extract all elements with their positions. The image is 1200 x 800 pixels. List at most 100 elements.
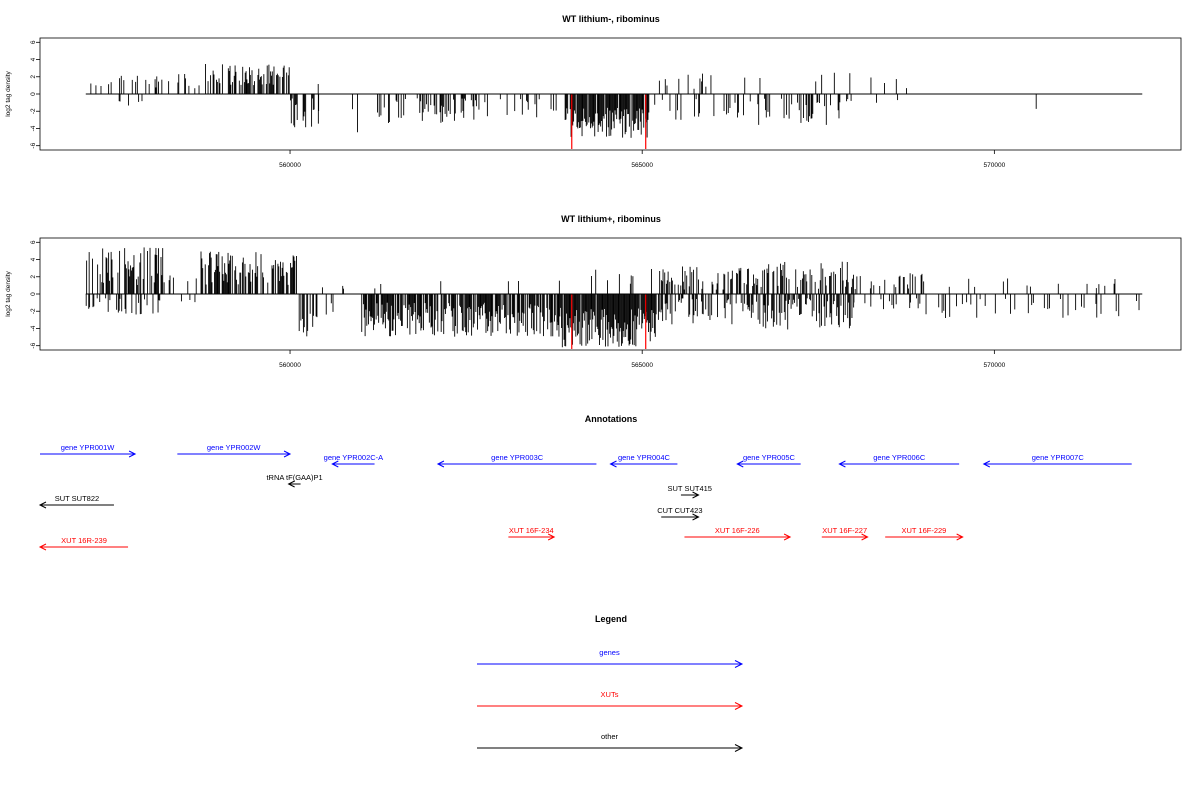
feature-arrowhead [956, 533, 964, 541]
feature-arrowhead [38, 543, 47, 551]
x-tick-label: 560000 [279, 362, 301, 369]
feature-label: gene YPR002C-A [324, 453, 383, 462]
y-tick-label: -6 [30, 342, 37, 348]
feature-other: CUT CUT423 [657, 506, 703, 521]
legend-item: XUTs [477, 690, 744, 710]
feature-arrowhead [861, 533, 869, 541]
legend-title: Legend [595, 614, 627, 624]
x-tick-label: 565000 [631, 362, 653, 369]
feature-arrowhead [128, 450, 137, 458]
legend-items: genes XUTs other [477, 648, 744, 752]
annotations-title: Annotations [585, 414, 638, 424]
legend-label: other [601, 732, 619, 741]
y-tick-label: -4 [30, 325, 37, 331]
y-axis: -6 -4 -2 0 2 4 6 [30, 40, 40, 149]
legend-arrowhead [734, 744, 744, 752]
y-axis-label: log2 tag density [5, 70, 12, 116]
signal-bars [90, 64, 1037, 138]
y-axis: -6 -4 -2 0 2 4 6 [30, 240, 40, 349]
feature-label: XUT 16R-239 [61, 536, 107, 545]
highlight-bars [571, 294, 647, 349]
y-tick-label: -6 [30, 142, 37, 148]
feature-gene: gene YPR004C [609, 453, 678, 468]
x-tick-label: 560000 [279, 162, 301, 169]
feature-arrowhead [547, 533, 556, 541]
signal-bars [85, 247, 1140, 348]
y-tick-label: 0 [30, 92, 37, 96]
panel-title: WT lithium-, ribominus [562, 14, 660, 24]
feature-arrowhead [287, 480, 295, 488]
y-tick-label: 0 [30, 292, 37, 296]
feature-xut: XUT 16R-239 [38, 536, 129, 551]
feature-label: XUT 16F-227 [822, 526, 867, 535]
track-panel-lithium-minus: WT lithium-, ribominus log2 tag density … [5, 14, 1182, 169]
y-tick-label: 2 [30, 275, 37, 279]
feature-arrowhead [783, 533, 792, 541]
feature-other: SUT SUT415 [668, 484, 712, 499]
track-panel-lithium-plus: WT lithium+, ribominus log2 tag density … [5, 214, 1182, 369]
legend-item: genes [477, 648, 744, 668]
feature-label: SUT SUT415 [668, 484, 712, 493]
feature-label: XUT 16F-229 [901, 526, 946, 535]
feature-xut: XUT 16F-226 [684, 526, 792, 541]
annotations-panel: Annotations gene YPR001W gene YPR002Wgene… [38, 414, 1132, 551]
legend-arrowhead [734, 660, 744, 668]
feature-xut: XUT 16F-229 [885, 526, 964, 541]
feature-label: gene YPR001W [61, 443, 116, 452]
feature-label: gene YPR003C [491, 453, 544, 462]
y-tick-label: 4 [30, 57, 37, 61]
feature-other: SUT SUT822 [38, 494, 114, 509]
y-tick-label: 6 [30, 40, 37, 44]
legend: Legend genes XUTs other [477, 614, 744, 752]
feature-label: tRNA tF(GAA)P1 [266, 473, 322, 482]
feature-xut: XUT 16F-234 [508, 526, 556, 541]
legend-label: genes [599, 648, 620, 657]
x-tick-label: 570000 [984, 162, 1006, 169]
feature-label: XUT 16F-234 [509, 526, 554, 535]
feature-label: gene YPR005C [743, 453, 796, 462]
feature-arrowhead [283, 450, 292, 458]
feature-arrowhead [692, 513, 700, 521]
feature-arrowhead [692, 491, 700, 499]
legend-label: XUTs [601, 690, 619, 699]
feature-arrowhead [436, 460, 445, 468]
feature-arrowhead [331, 460, 339, 468]
feature-label: gene YPR002W [207, 443, 262, 452]
y-axis-label: log2 tag density [5, 270, 12, 316]
feature-arrowhead [38, 501, 47, 509]
y-tick-label: -2 [30, 308, 37, 314]
feature-label: gene YPR007C [1032, 453, 1085, 462]
feature-label: SUT SUT822 [55, 494, 99, 503]
feature-arrowhead [838, 460, 846, 468]
y-tick-label: 4 [30, 257, 37, 261]
y-tick-label: 6 [30, 240, 37, 244]
feature-label: XUT 16F-226 [715, 526, 760, 535]
x-axis: 560000 565000 570000 [279, 350, 1006, 369]
feature-label: gene YPR006C [873, 453, 926, 462]
y-tick-label: -4 [30, 125, 37, 131]
legend-arrowhead [734, 702, 744, 710]
highlight-bars [571, 94, 647, 149]
feature-arrowhead [982, 460, 991, 468]
feature-gene: gene YPR006C [838, 453, 960, 468]
feature-gene: gene YPR003C [436, 453, 597, 468]
annotation-features: gene YPR001W gene YPR002W gene YPR002C-A ge… [38, 443, 1132, 551]
y-tick-label: 2 [30, 75, 37, 79]
feature-label: CUT CUT423 [657, 506, 702, 515]
x-tick-label: 570000 [984, 362, 1006, 369]
legend-item: other [477, 732, 744, 752]
x-tick-label: 565000 [631, 162, 653, 169]
feature-gene: gene YPR002C-A [324, 453, 383, 468]
feature-label: gene YPR004C [618, 453, 671, 462]
feature-gene: gene YPR005C [736, 453, 801, 468]
feature-other: tRNA tF(GAA)P1 [266, 473, 323, 488]
x-axis: 560000 565000 570000 [279, 150, 1006, 169]
feature-gene: gene YPR002W [177, 443, 292, 458]
feature-gene: gene YPR001W [40, 443, 137, 458]
panel-title: WT lithium+, ribominus [561, 214, 661, 224]
feature-xut: XUT 16F-227 [821, 526, 869, 541]
y-tick-label: -2 [30, 108, 37, 114]
feature-arrowhead [736, 460, 744, 468]
feature-gene: gene YPR007C [982, 453, 1132, 468]
